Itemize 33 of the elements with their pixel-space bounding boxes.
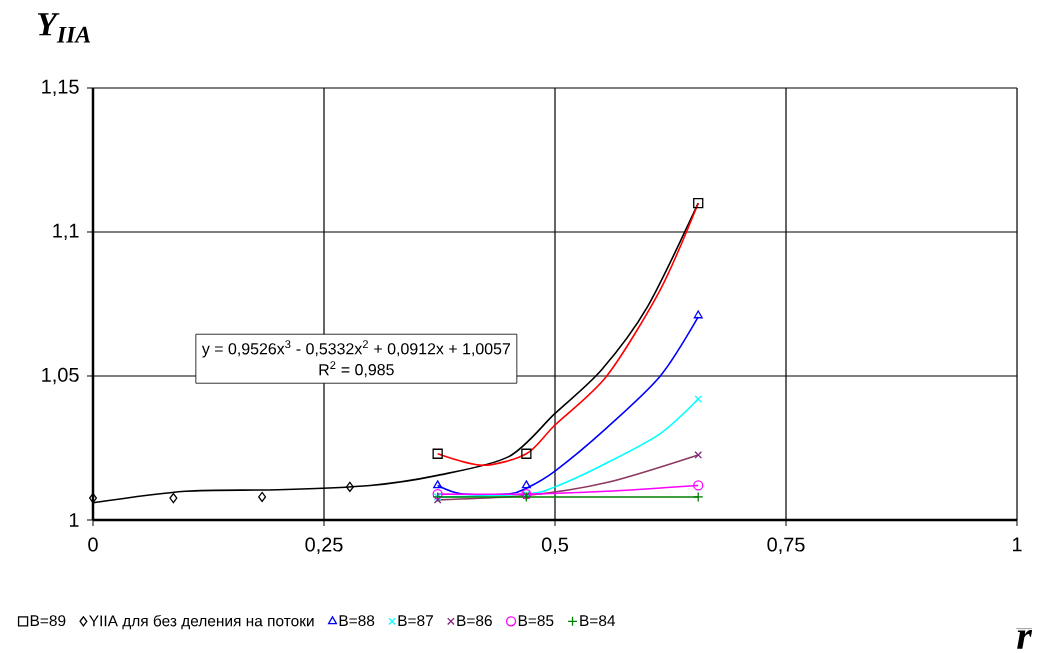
legend-label: YIIA для без деления на потоки <box>89 614 314 630</box>
legend-label: B=86 <box>457 615 492 627</box>
y-tick-label: 1,05 <box>42 367 79 385</box>
point <box>693 310 703 319</box>
y-tick-label: 1,15 <box>42 79 79 97</box>
point <box>521 480 531 489</box>
x-tick-label: 1 <box>1012 537 1022 552</box>
legend-label: B=88 <box>339 615 375 627</box>
y-tick-label: 1,1 <box>53 223 79 241</box>
legend-label: B=85 <box>518 615 554 627</box>
x-tick-label: 0,75 <box>767 537 805 554</box>
y-axis-title: Y$_{IIA}$ <box>37 13 91 43</box>
point <box>521 448 532 459</box>
x-tick-label: 0,25 <box>305 537 343 554</box>
x-axis-title: r <box>1017 630 1033 649</box>
legend-label: B=87 <box>398 615 433 627</box>
point <box>345 481 354 493</box>
annotation: R$^{2}$ = 0,985 <box>319 361 394 378</box>
point <box>432 448 443 459</box>
point <box>258 491 267 503</box>
point <box>169 492 178 504</box>
legend-label: B=84 <box>580 615 616 627</box>
point <box>693 198 704 209</box>
legend-label: B=89 <box>30 615 66 627</box>
point <box>694 395 703 403</box>
x-tick-label: 0,5 <box>541 537 569 554</box>
point <box>694 451 703 459</box>
annotation: y = 0,9526x$^{3}$ - 0,5332x$^{2}$ + 0,0912x + 1,0057 <box>201 340 510 358</box>
x-tick-label: 0 <box>88 537 98 552</box>
y-tick-label: 1 <box>69 513 79 527</box>
point <box>693 491 704 503</box>
point <box>693 480 704 491</box>
point <box>433 480 443 489</box>
